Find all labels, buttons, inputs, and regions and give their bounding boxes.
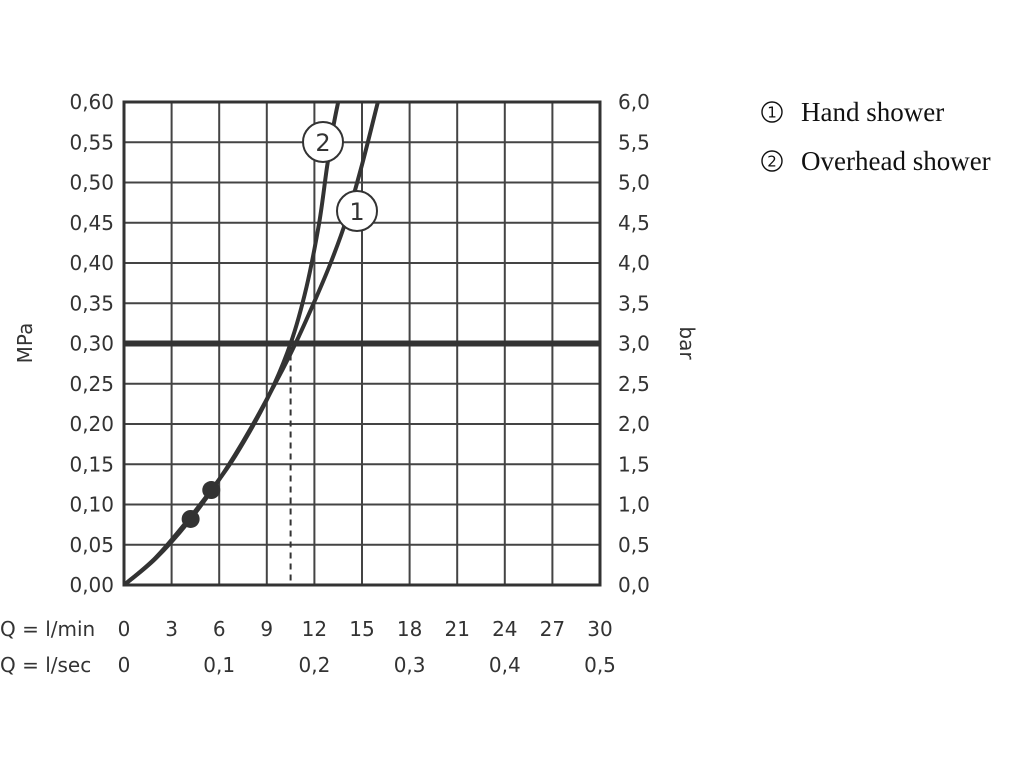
y-left-tick-label: 0,00 — [69, 573, 114, 597]
y-axis-left-label: MPa — [13, 323, 37, 364]
curves: 12 — [122, 101, 380, 587]
curve-marker-1 — [336, 190, 378, 232]
y-right-tick-labels: 0,0 0,5 1,0 1,5 2,0 2,5 3,0 3,5 4,0 4,5 5,0 5,5 6,0 — [618, 90, 650, 597]
y-left-tick-label: 0,15 — [69, 452, 114, 476]
x-lsec-tick-label: 0,5 — [584, 653, 616, 677]
x-axis-lmin-label: Q = l/min — [0, 617, 95, 641]
x-lsec-tick-label: 0,3 — [394, 653, 426, 677]
y-right-tick-label: 2,5 — [618, 372, 650, 396]
plot-frame — [122, 100, 602, 587]
y-left-tick-label: 0,50 — [69, 171, 114, 195]
y-right-tick-label: 3,0 — [618, 332, 650, 356]
x-lmin-tick-label: 27 — [540, 617, 565, 641]
legend-marker-2-number: 2 — [767, 153, 777, 171]
legend-marker-2 — [761, 150, 783, 172]
legend-item-overhead-shower: 2 Overhead shower — [761, 146, 991, 176]
legend: 1 Hand shower 2 Overhead shower — [761, 97, 991, 176]
y-right-tick-label: 1,5 — [618, 452, 650, 476]
y-right-tick-label: 5,0 — [618, 171, 650, 195]
y-right-tick-label: 0,0 — [618, 573, 650, 597]
y-right-tick-label: 0,5 — [618, 533, 650, 557]
reference-line-group — [124, 340, 600, 585]
curve-2-point — [202, 481, 221, 500]
y-right-tick-label: 4,0 — [618, 251, 650, 275]
x-lsec-tick-label: 0,1 — [203, 653, 235, 677]
curve-marker-2-number: 2 — [315, 129, 330, 157]
y-left-tick-label: 0,30 — [69, 332, 114, 356]
x-lmin-tick-label: 18 — [397, 617, 422, 641]
y-axis-right-label: bar — [675, 326, 699, 360]
x-lmin-tick-label: 6 — [213, 617, 226, 641]
x-lmin-tick-label: 0 — [118, 617, 131, 641]
y-right-tick-label: 4,5 — [618, 211, 650, 235]
y-left-tick-label: 0,05 — [69, 533, 114, 557]
legend-label-hand-shower: Hand shower — [801, 97, 944, 127]
y-right-tick-label: 5,5 — [618, 130, 650, 154]
x-axis-lsec-label: Q = l/sec — [0, 653, 91, 677]
legend-label-overhead-shower: Overhead shower — [801, 146, 991, 176]
y-right-tick-label: 6,0 — [618, 90, 650, 114]
x-tick-labels: 0 3 6 9 12 15 18 21 24 27 30 0 0,1 0,2 0,3 0,4 0,5 — [118, 617, 616, 677]
x-lsec-tick-label: 0 — [118, 653, 131, 677]
y-left-tick-label: 0,40 — [69, 251, 114, 275]
x-lmin-tick-label: 24 — [492, 617, 517, 641]
plot-border — [122, 100, 602, 587]
x-lsec-tick-label: 0,4 — [489, 653, 521, 677]
x-lmin-tick-label: 21 — [444, 617, 469, 641]
curve-2 — [122, 101, 341, 587]
legend-item-hand-shower: 1 Hand shower — [761, 97, 944, 127]
x-lsec-tick-label: 0,2 — [298, 653, 330, 677]
y-left-tick-label: 0,35 — [69, 291, 114, 315]
y-left-tick-labels: 0,00 0,05 0,10 0,15 0,20 0,25 0,30 0,35 0,40 0,45… — [69, 90, 114, 597]
y-left-tick-label: 0,45 — [69, 211, 114, 235]
y-right-tick-label: 1,0 — [618, 493, 650, 517]
curve-marker-2 — [302, 121, 344, 163]
y-left-tick-label: 0,10 — [69, 493, 114, 517]
y-left-tick-label: 0,60 — [69, 90, 114, 114]
x-lmin-tick-label: 3 — [165, 617, 178, 641]
y-right-tick-label: 2,0 — [618, 412, 650, 436]
legend-marker-1 — [761, 101, 783, 123]
x-lmin-tick-label: 15 — [349, 617, 374, 641]
x-lmin-tick-label: 30 — [587, 617, 612, 641]
legend-marker-1-number: 1 — [767, 104, 777, 122]
y-left-tick-label: 0,25 — [69, 372, 114, 396]
y-left-tick-label: 0,20 — [69, 412, 114, 436]
curve-marker-1-number: 1 — [349, 198, 364, 226]
x-lmin-tick-label: 9 — [260, 617, 273, 641]
y-left-tick-label: 0,55 — [69, 130, 114, 154]
y-right-tick-label: 3,5 — [618, 291, 650, 315]
x-lmin-tick-label: 12 — [302, 617, 327, 641]
